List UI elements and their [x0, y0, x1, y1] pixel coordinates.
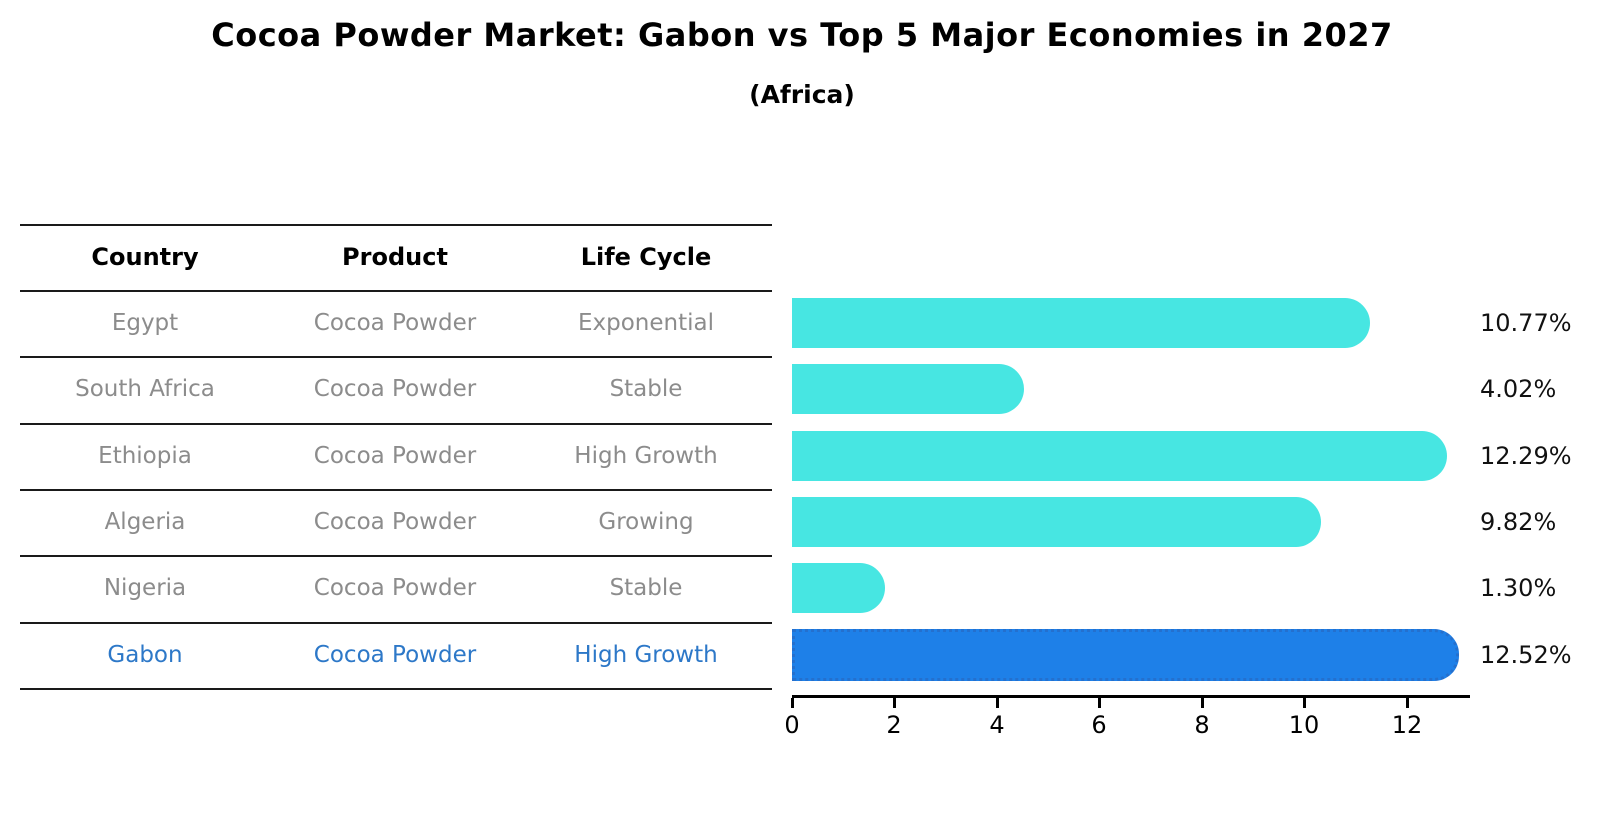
bar-algeria [792, 497, 1321, 547]
x-tick-mark [791, 698, 794, 708]
table-divider [20, 688, 772, 690]
cell-country: Ethiopia [98, 443, 192, 469]
cell-life-cycle: High Growth [574, 642, 718, 668]
column-header-product: Product [342, 243, 448, 271]
cell-product: Cocoa Powder [313, 376, 477, 402]
column-header-country: Country [91, 243, 199, 271]
value-label-egypt: 10.77% [1480, 309, 1572, 337]
table-row-egypt: Egypt Cocoa Powder Exponential [20, 290, 772, 356]
cell-product: Cocoa Powder [313, 509, 477, 535]
cell-life-cycle: Exponential [577, 310, 714, 336]
bar-south-africa [792, 364, 1024, 414]
column-header-life-cycle: Life Cycle [580, 243, 712, 271]
value-label-gabon: 12.52% [1480, 641, 1572, 669]
table-row-nigeria: Nigeria Cocoa Powder Stable [20, 555, 772, 621]
x-tick-label: 10 [1288, 711, 1320, 739]
country-table: Country Product Life Cycle Egypt Cocoa P… [20, 224, 772, 690]
x-tick-label: 8 [1194, 711, 1210, 739]
x-tick-label: 4 [989, 711, 1005, 739]
x-tick-label: 2 [886, 711, 902, 739]
table-header-row: Country Product Life Cycle [20, 224, 772, 290]
table-row-algeria: Algeria Cocoa Powder Growing [20, 489, 772, 555]
value-label-algeria: 9.82% [1480, 508, 1557, 536]
chart-subtitle: (Africa) [749, 80, 855, 109]
chart-title: Cocoa Powder Market: Gabon vs Top 5 Majo… [211, 16, 1393, 54]
bar-gabon [792, 629, 1459, 681]
cell-life-cycle: High Growth [574, 443, 718, 469]
cell-life-cycle: Stable [609, 376, 683, 402]
cell-life-cycle: Growing [598, 509, 694, 535]
table-divider [20, 622, 772, 624]
table-row-gabon: Gabon Cocoa Powder High Growth [20, 622, 772, 688]
x-tick-mark [1303, 698, 1306, 708]
table-divider [20, 489, 772, 491]
bar-ethiopia [792, 431, 1447, 481]
x-tick-label: 6 [1091, 711, 1107, 739]
table-divider [20, 224, 772, 226]
cell-country: Gabon [107, 642, 183, 668]
value-label-south-africa: 4.02% [1480, 375, 1557, 403]
cell-product: Cocoa Powder [313, 642, 477, 668]
x-tick-mark [996, 698, 999, 708]
cell-country: South Africa [75, 376, 215, 402]
x-axis-line [792, 695, 1470, 698]
table-row-south-africa: South Africa Cocoa Powder Stable [20, 356, 772, 422]
value-label-nigeria: 1.30% [1480, 574, 1557, 602]
cell-life-cycle: Stable [609, 575, 683, 601]
x-tick-mark [1406, 698, 1409, 708]
cell-product: Cocoa Powder [313, 443, 477, 469]
x-tick-label: 0 [784, 711, 800, 739]
bar-egypt [792, 298, 1370, 348]
table-divider [20, 555, 772, 557]
x-tick-mark [1098, 698, 1101, 708]
cell-product: Cocoa Powder [313, 310, 477, 336]
x-tick-mark [893, 698, 896, 708]
x-tick-label: 12 [1391, 711, 1423, 739]
cell-country: Egypt [111, 310, 179, 336]
table-row-ethiopia: Ethiopia Cocoa Powder High Growth [20, 423, 772, 489]
cell-country: Nigeria [103, 575, 187, 601]
cell-country: Algeria [104, 509, 186, 535]
table-divider [20, 290, 772, 292]
table-divider [20, 423, 772, 425]
value-label-ethiopia: 12.29% [1480, 442, 1572, 470]
bar-nigeria [792, 563, 885, 613]
x-tick-mark [1201, 698, 1204, 708]
cell-product: Cocoa Powder [313, 575, 477, 601]
table-divider [20, 356, 772, 358]
